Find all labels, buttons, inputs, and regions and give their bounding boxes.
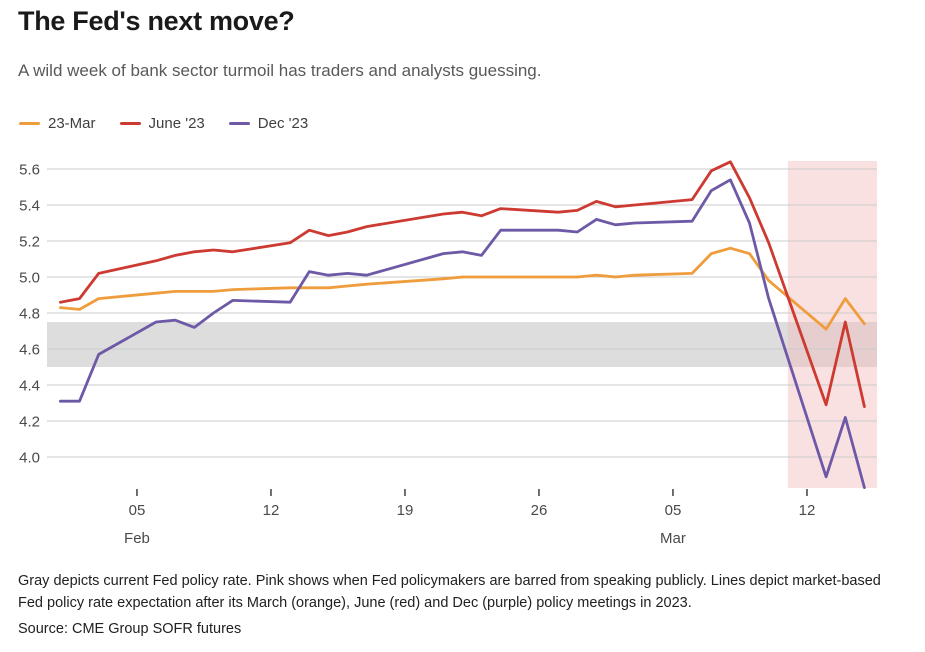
series-line-dec-23 [59, 178, 866, 490]
y-axis-tick-label: 4.4 [19, 378, 40, 395]
y-axis-tick-label: 4.6 [19, 342, 40, 359]
legend-label-june-23: June '23 [148, 115, 205, 132]
legend-item-dec-23: Dec '23 [228, 115, 309, 132]
legend-label-dec-23: Dec '23 [257, 115, 309, 132]
y-axis-tick-label: 4.2 [19, 414, 40, 431]
y-axis-tick-label: 4.0 [19, 450, 40, 467]
chart-legend: 23-Mar June '23 Dec '23 [19, 115, 308, 132]
series-line-23-mar [59, 246, 866, 331]
y-axis-tick-label: 5.0 [19, 270, 40, 287]
x-axis-tick-label: 12 [799, 502, 816, 519]
x-axis-month-label: Feb [124, 530, 150, 547]
legend-item-23-mar: 23-Mar [19, 115, 96, 132]
y-axis-tick-label: 5.6 [19, 162, 40, 179]
x-axis-tick-label: 26 [531, 502, 548, 519]
y-axis-tick-label: 4.8 [19, 306, 40, 323]
page-subtitle: A wild week of bank sector turmoil has t… [18, 61, 542, 80]
legend-swatch-orange [19, 121, 40, 126]
chart-svg: 5.6 5.4 5.2 5.0 4.8 4.6 4.4 4.2 4.0 05 12 19 26 05 12 F… [19, 160, 877, 547]
y-axis-tick-label: 5.4 [19, 198, 40, 215]
legend-item-june-23: June '23 [119, 115, 205, 132]
x-axis-tick-label: 12 [263, 502, 280, 519]
blackout-period-band [787, 161, 877, 488]
x-axis-tick-label: 05 [129, 502, 146, 519]
x-axis-month-label: Mar [660, 530, 686, 547]
legend-swatch-purple [228, 121, 250, 126]
x-axis-tick-label: 05 [665, 502, 682, 519]
legend-swatch-red [119, 121, 141, 126]
current-policy-rate-band [47, 322, 877, 367]
series-line-june-23 [59, 160, 866, 409]
x-axis-tick-label: 19 [397, 502, 414, 519]
chart-source: Source: CME Group SOFR futures [18, 621, 242, 637]
y-axis-tick-label: 5.2 [19, 234, 40, 251]
page-title: The Fed's next move? [18, 6, 295, 36]
chart-footnote: Gray depicts current Fed policy rate. Pi… [18, 573, 881, 611]
legend-label-23-mar: 23-Mar [48, 115, 96, 132]
